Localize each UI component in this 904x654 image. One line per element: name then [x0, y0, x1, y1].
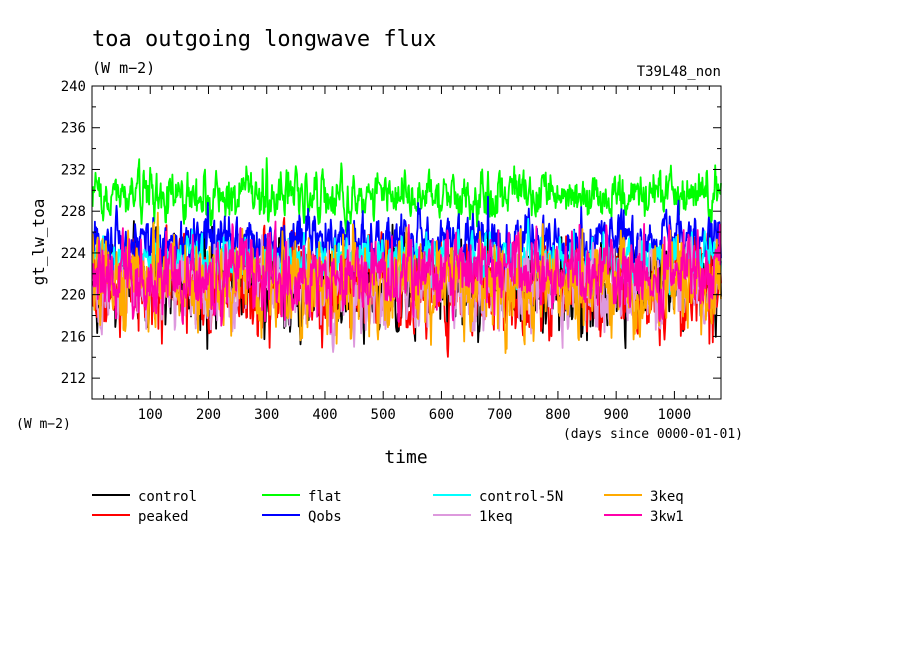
y-tick-label: 220	[61, 288, 86, 304]
x-tick-label: 900	[604, 407, 629, 423]
series-line-flat	[91, 157, 722, 237]
x-tick-label: 600	[429, 407, 454, 423]
x-axis-label: time	[384, 447, 427, 468]
series-line-3kw1	[91, 220, 722, 334]
legend: control peaked flat Qobs control-5N 1keq 3keq 3…	[92, 489, 684, 525]
y-tick-label: 236	[61, 121, 86, 137]
x-tick-label: 1000	[658, 407, 692, 423]
axis-layer: 100 200 300 400 500 600 700 800 900 1000 212 216 220…	[61, 79, 721, 423]
y-units-label: (W m−2)	[16, 417, 71, 432]
x-tick-label: 100	[138, 407, 163, 423]
x-tick-label: 400	[312, 407, 337, 423]
y-axis-label: gt_lw_toa	[29, 199, 48, 286]
legend-label: 3kw1	[650, 509, 684, 525]
x-tick-label: 500	[371, 407, 396, 423]
y-tick-label: 212	[61, 371, 86, 387]
series-layer	[91, 157, 722, 358]
legend-label: flat	[308, 489, 342, 505]
y-tick-label: 228	[61, 204, 86, 220]
legend-label: control-5N	[479, 489, 563, 505]
x-tick-label: 800	[545, 407, 570, 423]
experiment-label: T39L48_non	[637, 64, 721, 80]
chart-title: toa outgoing longwave flux	[92, 27, 436, 52]
units-label: (W m−2)	[92, 59, 155, 77]
x-tick-label: 200	[196, 407, 221, 423]
x-tick-label: 300	[254, 407, 279, 423]
legend-label: 3keq	[650, 489, 684, 505]
y-tick-label: 232	[61, 162, 86, 178]
legend-label: control	[138, 489, 197, 505]
legend-label: 1keq	[479, 509, 513, 525]
x-units-label: (days since 0000-01-01)	[563, 427, 743, 442]
y-tick-label: 216	[61, 329, 86, 345]
legend-label: peaked	[138, 509, 189, 525]
y-tick-label: 224	[61, 246, 86, 262]
x-tick-label: 700	[487, 407, 512, 423]
legend-label: Qobs	[308, 509, 342, 525]
y-tick-label: 240	[61, 79, 86, 95]
